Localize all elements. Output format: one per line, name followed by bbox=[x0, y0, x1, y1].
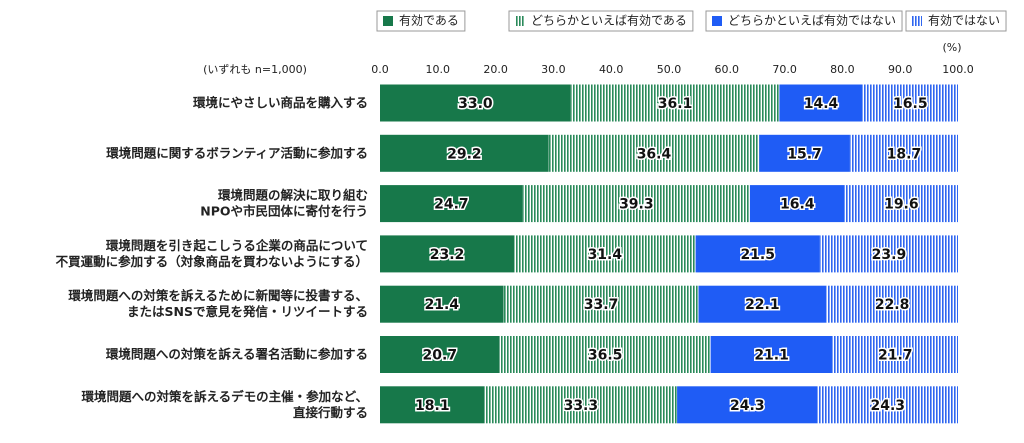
category-label: 環境問題の解決に取り組む NPOや市民団体に寄付を行う bbox=[200, 187, 368, 218]
x-tick-label: 0.0 bbox=[371, 63, 389, 76]
value-label: 24.3 bbox=[730, 398, 765, 414]
bar-segment bbox=[849, 134, 958, 172]
bar-segment bbox=[844, 185, 958, 223]
bar-segment bbox=[380, 134, 549, 172]
bar-segment bbox=[380, 235, 515, 273]
bar-segment bbox=[832, 336, 958, 373]
value-label: 19.6 bbox=[884, 197, 919, 213]
x-tick-label: 30.0 bbox=[541, 63, 566, 76]
bar-segment bbox=[862, 84, 958, 122]
category-label: 環境問題への対策を訴える署名活動に参加する bbox=[106, 346, 368, 361]
category-label: 環境問題への対策を訴えるために新聞等に投書する、またはSNSで意見を発信・リツイ… bbox=[68, 288, 368, 319]
value-label: 14.4 bbox=[804, 96, 839, 112]
value-label: 18.7 bbox=[887, 146, 922, 162]
bar-segment bbox=[570, 84, 780, 122]
value-label: 29.2 bbox=[447, 146, 482, 162]
x-tick-label: 100.0 bbox=[942, 63, 974, 76]
bar-segment bbox=[710, 336, 833, 373]
bar-segment bbox=[819, 235, 958, 273]
bar-segment bbox=[380, 84, 571, 122]
value-label: 16.5 bbox=[893, 96, 928, 112]
value-label: 20.7 bbox=[423, 348, 458, 364]
legend-label: どちらかといえば有効である bbox=[531, 13, 687, 28]
value-label: 22.1 bbox=[745, 297, 780, 313]
category-label: 環境にやさしい商品を購入する bbox=[193, 95, 368, 110]
bar-segment bbox=[548, 134, 760, 172]
value-label: 21.4 bbox=[425, 297, 460, 313]
subtitle: (いずれも n=1,000) bbox=[203, 63, 307, 76]
value-label: 23.2 bbox=[430, 247, 465, 263]
x-tick-label: 40.0 bbox=[599, 63, 624, 76]
value-label: 16.4 bbox=[780, 197, 815, 213]
value-label: 31.4 bbox=[588, 247, 623, 263]
value-label: 36.1 bbox=[658, 96, 693, 112]
unit-label: (%) bbox=[942, 41, 961, 54]
bar-segment bbox=[522, 185, 750, 223]
legend-frame bbox=[905, 10, 1007, 32]
value-label: 21.5 bbox=[740, 247, 775, 263]
legend-label: 有効ではない bbox=[928, 13, 1000, 28]
bar-segment bbox=[749, 185, 845, 223]
value-label: 24.7 bbox=[434, 197, 469, 213]
value-label: 24.3 bbox=[870, 398, 905, 414]
value-label: 36.4 bbox=[637, 146, 672, 162]
value-label: 22.8 bbox=[875, 297, 910, 313]
category-label: 環境問題を引き起こしうる企業の商品について不買運動に参加する（対象商品を買わない… bbox=[56, 237, 368, 268]
value-label: 33.7 bbox=[584, 297, 619, 313]
legend-label: 有効である bbox=[399, 13, 459, 28]
value-label: 21.7 bbox=[878, 348, 913, 364]
category-label: 環境問題への対策を訴えるデモの主催・参加など、直接行動する bbox=[81, 388, 368, 419]
bar-segment bbox=[380, 386, 485, 424]
bar-segment bbox=[759, 134, 850, 172]
x-tick-label: 60.0 bbox=[715, 63, 740, 76]
legend-swatch bbox=[383, 16, 393, 26]
x-tick-label: 20.0 bbox=[483, 63, 508, 76]
bar-segment bbox=[779, 84, 863, 122]
x-tick-label: 70.0 bbox=[772, 63, 797, 76]
x-tick-label: 10.0 bbox=[426, 63, 451, 76]
legend-swatch bbox=[912, 16, 922, 26]
x-tick-label: 80.0 bbox=[830, 63, 855, 76]
legend-frame bbox=[376, 10, 466, 32]
bar-segment bbox=[677, 386, 818, 424]
x-tick-label: 50.0 bbox=[657, 63, 682, 76]
bar-segment bbox=[380, 285, 504, 323]
value-label: 39.3 bbox=[619, 197, 654, 213]
legend-swatch bbox=[712, 16, 722, 26]
bar-segment bbox=[503, 285, 699, 323]
bar-segment bbox=[484, 386, 678, 424]
bar-segment bbox=[514, 235, 696, 273]
value-label: 15.7 bbox=[787, 146, 822, 162]
bar-segment bbox=[380, 336, 500, 373]
legend-frame bbox=[705, 10, 903, 32]
legend-label: どちらかといえば有効ではない bbox=[728, 13, 896, 28]
bar-segment bbox=[380, 185, 523, 223]
value-label: 33.0 bbox=[458, 96, 493, 112]
value-label: 23.9 bbox=[872, 247, 907, 263]
bar-segment bbox=[826, 285, 958, 323]
value-label: 21.1 bbox=[754, 348, 789, 364]
value-label: 33.3 bbox=[564, 398, 599, 414]
bar-segment bbox=[499, 336, 711, 373]
bar-segment bbox=[698, 285, 827, 323]
bar-segment bbox=[695, 235, 820, 273]
value-label: 18.1 bbox=[415, 398, 450, 414]
x-tick-label: 90.0 bbox=[888, 63, 913, 76]
legend-swatch bbox=[515, 16, 525, 26]
value-label: 36.5 bbox=[588, 348, 623, 364]
legend-frame bbox=[508, 10, 694, 32]
category-label: 環境問題に関するボランティア活動に参加する bbox=[106, 145, 368, 160]
bar-segment bbox=[817, 386, 958, 424]
